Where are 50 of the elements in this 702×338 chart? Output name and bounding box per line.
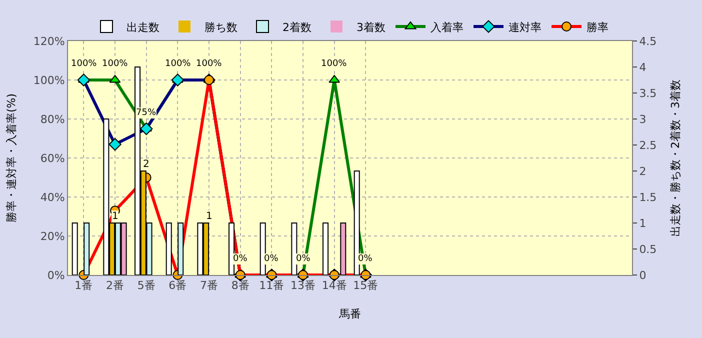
legend-label: 2着数 bbox=[282, 20, 312, 34]
y-tick-label: 100% bbox=[33, 74, 65, 87]
y-axis-title: 勝率・連対率・入着率(%) bbox=[4, 93, 18, 223]
x-tick-label: 6番 bbox=[168, 279, 187, 292]
y2-tick-label: 4 bbox=[639, 60, 646, 74]
y2-tick-label: 2.5 bbox=[639, 138, 657, 152]
data-label: 100% bbox=[196, 59, 222, 69]
data-label: 0% bbox=[264, 254, 279, 264]
x-tick-label: 5番 bbox=[137, 279, 156, 292]
x-tick-label: 1番 bbox=[74, 279, 93, 292]
y2-tick-label: 3 bbox=[639, 112, 646, 126]
y-tick-label: 80% bbox=[40, 112, 65, 126]
y2-axis-title: 出走数・勝ち数・2着数・3着数 bbox=[668, 80, 682, 236]
data-label: 2 bbox=[143, 159, 150, 170]
x-tick-label: 7番 bbox=[200, 279, 218, 292]
data-label: 100% bbox=[321, 59, 348, 69]
data-label: 1 bbox=[112, 211, 118, 222]
x-tick-label: 2番 bbox=[106, 279, 124, 292]
data-label: 100% bbox=[165, 59, 192, 69]
data-label: 75% bbox=[136, 108, 156, 118]
data-label: 100% bbox=[102, 59, 128, 69]
y2-tick-label: 2 bbox=[639, 164, 646, 178]
y2-tick-label: 1.5 bbox=[639, 190, 657, 204]
y2-tick-label: 3.5 bbox=[639, 86, 657, 100]
legend-label: 出走数 bbox=[126, 20, 160, 34]
legend-label: 入着率 bbox=[430, 20, 464, 34]
data-label: 0% bbox=[358, 254, 373, 264]
legend-label: 3着数 bbox=[356, 20, 386, 34]
y-tick-label: 120% bbox=[33, 34, 65, 48]
x-tick-label: 8番 bbox=[231, 279, 250, 292]
y-tick-label: 60% bbox=[40, 152, 65, 165]
x-tick-label: 11番 bbox=[259, 279, 284, 292]
legend-label: 勝ち数 bbox=[204, 20, 238, 34]
data-label: 0% bbox=[296, 254, 311, 264]
data-label: 1 bbox=[206, 211, 212, 222]
y2-tick-label: 1 bbox=[639, 216, 646, 230]
y-tick-label: 20% bbox=[40, 230, 65, 243]
x-tick-label: 13番 bbox=[290, 279, 316, 292]
x-axis-title: 馬番 bbox=[338, 307, 361, 320]
y-tick-label: 40% bbox=[40, 190, 65, 204]
data-label: 0% bbox=[233, 254, 248, 264]
legend-label: 連対率 bbox=[508, 20, 542, 34]
x-tick-label: 14番 bbox=[322, 279, 347, 292]
y2-tick-label: 4.5 bbox=[639, 34, 657, 48]
y2-tick-label: 0.5 bbox=[639, 242, 657, 256]
y-tick-label: 0% bbox=[47, 268, 65, 282]
data-label: 100% bbox=[71, 59, 98, 69]
legend-label: 勝率 bbox=[586, 20, 608, 34]
y2-tick-label: 0 bbox=[639, 268, 646, 282]
x-tick-label: 15番 bbox=[353, 279, 378, 292]
